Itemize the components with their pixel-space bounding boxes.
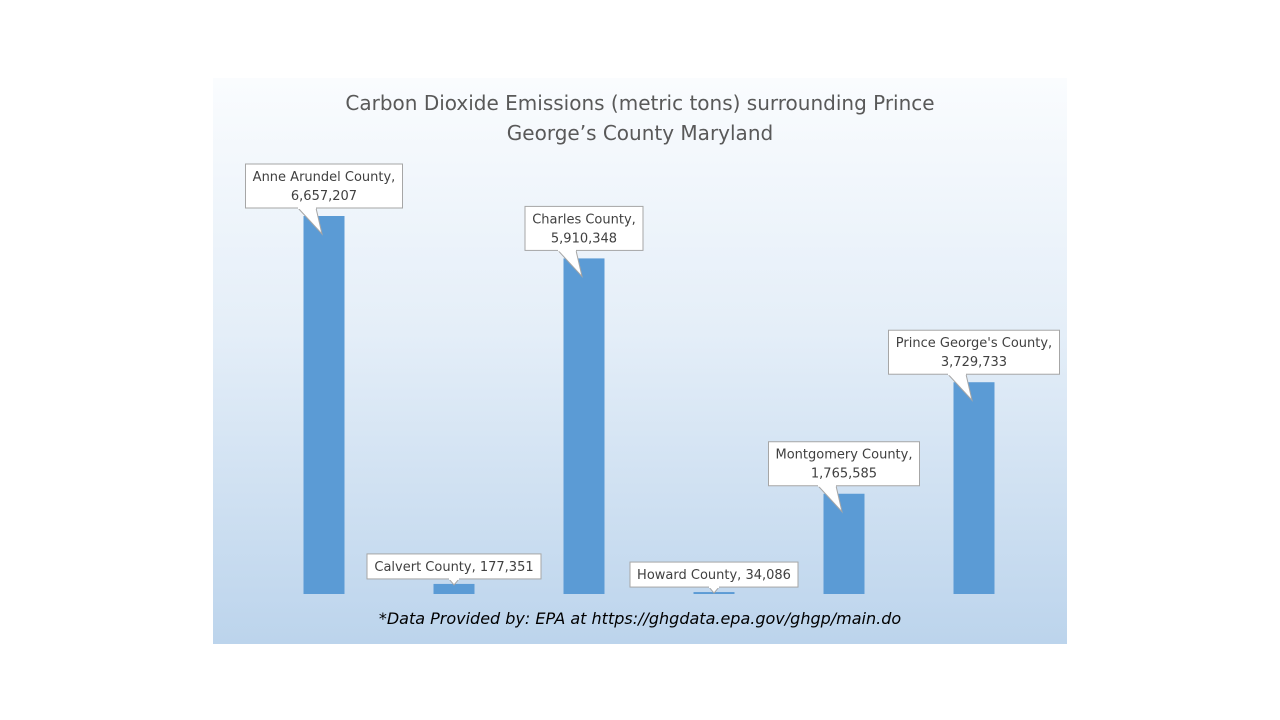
bar-label-box-1 <box>366 553 542 580</box>
bar-label-box-0 <box>245 163 403 209</box>
data-labels: Anne Arundel County, 6,657,207 Calvert Cou… <box>245 163 1060 594</box>
chart-plot: Anne Arundel County, 6,657,207 Calvert Cou… <box>245 163 1060 594</box>
bar-label-0-line-0: Anne Arundel County, <box>253 170 396 185</box>
bar-label-3-line-0: Howard County, 34,086 <box>637 568 791 583</box>
bar-label-0-line-1: 6,657,207 <box>291 189 357 204</box>
bar-label-2-line-0: Charles County, <box>532 212 636 227</box>
chart-title: Carbon Dioxide Emissions (metric tons) s… <box>213 88 1067 148</box>
bar-label-pointer-0 <box>297 207 323 236</box>
bar-label-5-line-1: 3,729,733 <box>941 355 1007 370</box>
bar-5 <box>953 382 995 594</box>
chart-area: Carbon Dioxide Emissions (metric tons) s… <box>213 78 1067 644</box>
bar-label-pointer-4 <box>817 485 843 514</box>
bar-label-box-2 <box>524 205 644 251</box>
bar-label-2-line-1: 5,910,348 <box>551 231 617 246</box>
bar-label-1-line-0: Calvert County, 177,351 <box>374 560 533 575</box>
bar-label-box-5 <box>888 329 1060 375</box>
bar-2 <box>563 258 605 594</box>
chart-title-line-1: Carbon Dioxide Emissions (metric tons) s… <box>345 91 935 115</box>
bar-label-5-line-0: Prince George's County, <box>896 336 1052 351</box>
bar-label-pointer-5 <box>947 373 973 402</box>
bar-0 <box>303 216 345 594</box>
bar-label-pointer-1 <box>448 578 460 586</box>
bar-4 <box>823 493 865 594</box>
bar-label-4-line-1: 1,765,585 <box>811 467 877 482</box>
chart-title-line-2: George’s County Maryland <box>506 121 774 145</box>
bar-label-pointer-2 <box>557 250 583 279</box>
bar-label-4-line-0: Montgomery County, <box>776 448 913 463</box>
bar-label-box-3 <box>629 561 799 588</box>
chart-footnote: *Data Provided by: EPA at https://ghgdat… <box>378 609 902 628</box>
bar-label-pointer-3 <box>708 586 720 594</box>
bar-label-box-4 <box>768 441 920 487</box>
bar-1 <box>433 583 475 594</box>
